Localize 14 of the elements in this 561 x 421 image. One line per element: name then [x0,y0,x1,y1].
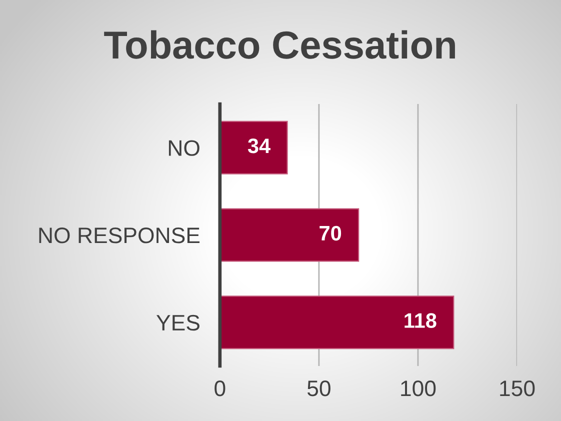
data-label: 34 [248,138,270,154]
bar [220,120,288,174]
x-tick-label: 0 [214,380,226,396]
x-tick-label: 100 [401,380,436,396]
y-tick-label: NO [168,140,200,156]
x-tick-label: 150 [500,380,535,396]
y-tick-label: YES [156,314,200,331]
bar [220,296,454,350]
y-tick-label: NO RESPONSE [39,228,200,244]
data-label: 70 [320,226,342,241]
x-tick-label: 50 [307,380,330,396]
chart-title: Tobacco Cessation [104,30,455,59]
data-label: 118 [404,313,436,328]
bar [220,208,360,262]
